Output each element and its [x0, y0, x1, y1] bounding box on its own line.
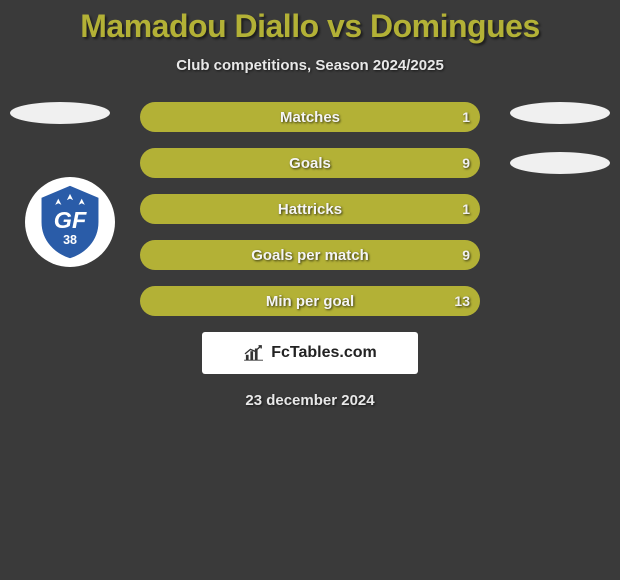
bar-label: Hattricks [140, 201, 480, 218]
comparison-chart: GF 38 Matches1Goals9Hattricks1Goals per … [0, 102, 620, 316]
subtitle: Club competitions, Season 2024/2025 [0, 57, 620, 74]
stat-bar: Hattricks1 [140, 194, 480, 224]
site-logo: FcTables.com [202, 332, 418, 374]
stat-bar: Matches1 [140, 102, 480, 132]
logo-text: FcTables.com [271, 344, 377, 362]
stat-bar: Goals per match9 [140, 240, 480, 270]
stat-bars: Matches1Goals9Hattricks1Goals per match9… [140, 102, 480, 316]
date-text: 23 december 2024 [0, 392, 620, 409]
bar-right-value: 1 [462, 109, 470, 125]
page-title: Mamadou Diallo vs Domingues [0, 0, 620, 45]
bar-right-value: 1 [462, 201, 470, 217]
svg-text:38: 38 [63, 233, 77, 247]
bar-label: Goals [140, 155, 480, 172]
right-player-placeholder-1 [510, 102, 610, 124]
bar-label: Goals per match [140, 247, 480, 264]
bar-label: Matches [140, 109, 480, 126]
chart-icon [243, 344, 265, 362]
bar-right-value: 13 [454, 293, 470, 309]
stat-bar: Min per goal13 [140, 286, 480, 316]
bar-right-value: 9 [462, 247, 470, 263]
right-player-placeholder-2 [510, 152, 610, 174]
bar-right-value: 9 [462, 155, 470, 171]
bar-label: Min per goal [140, 293, 480, 310]
club-badge-icon: GF 38 [31, 183, 109, 261]
left-player-placeholder [10, 102, 110, 124]
club-badge: GF 38 [25, 177, 115, 267]
svg-text:GF: GF [54, 207, 87, 233]
stat-bar: Goals9 [140, 148, 480, 178]
